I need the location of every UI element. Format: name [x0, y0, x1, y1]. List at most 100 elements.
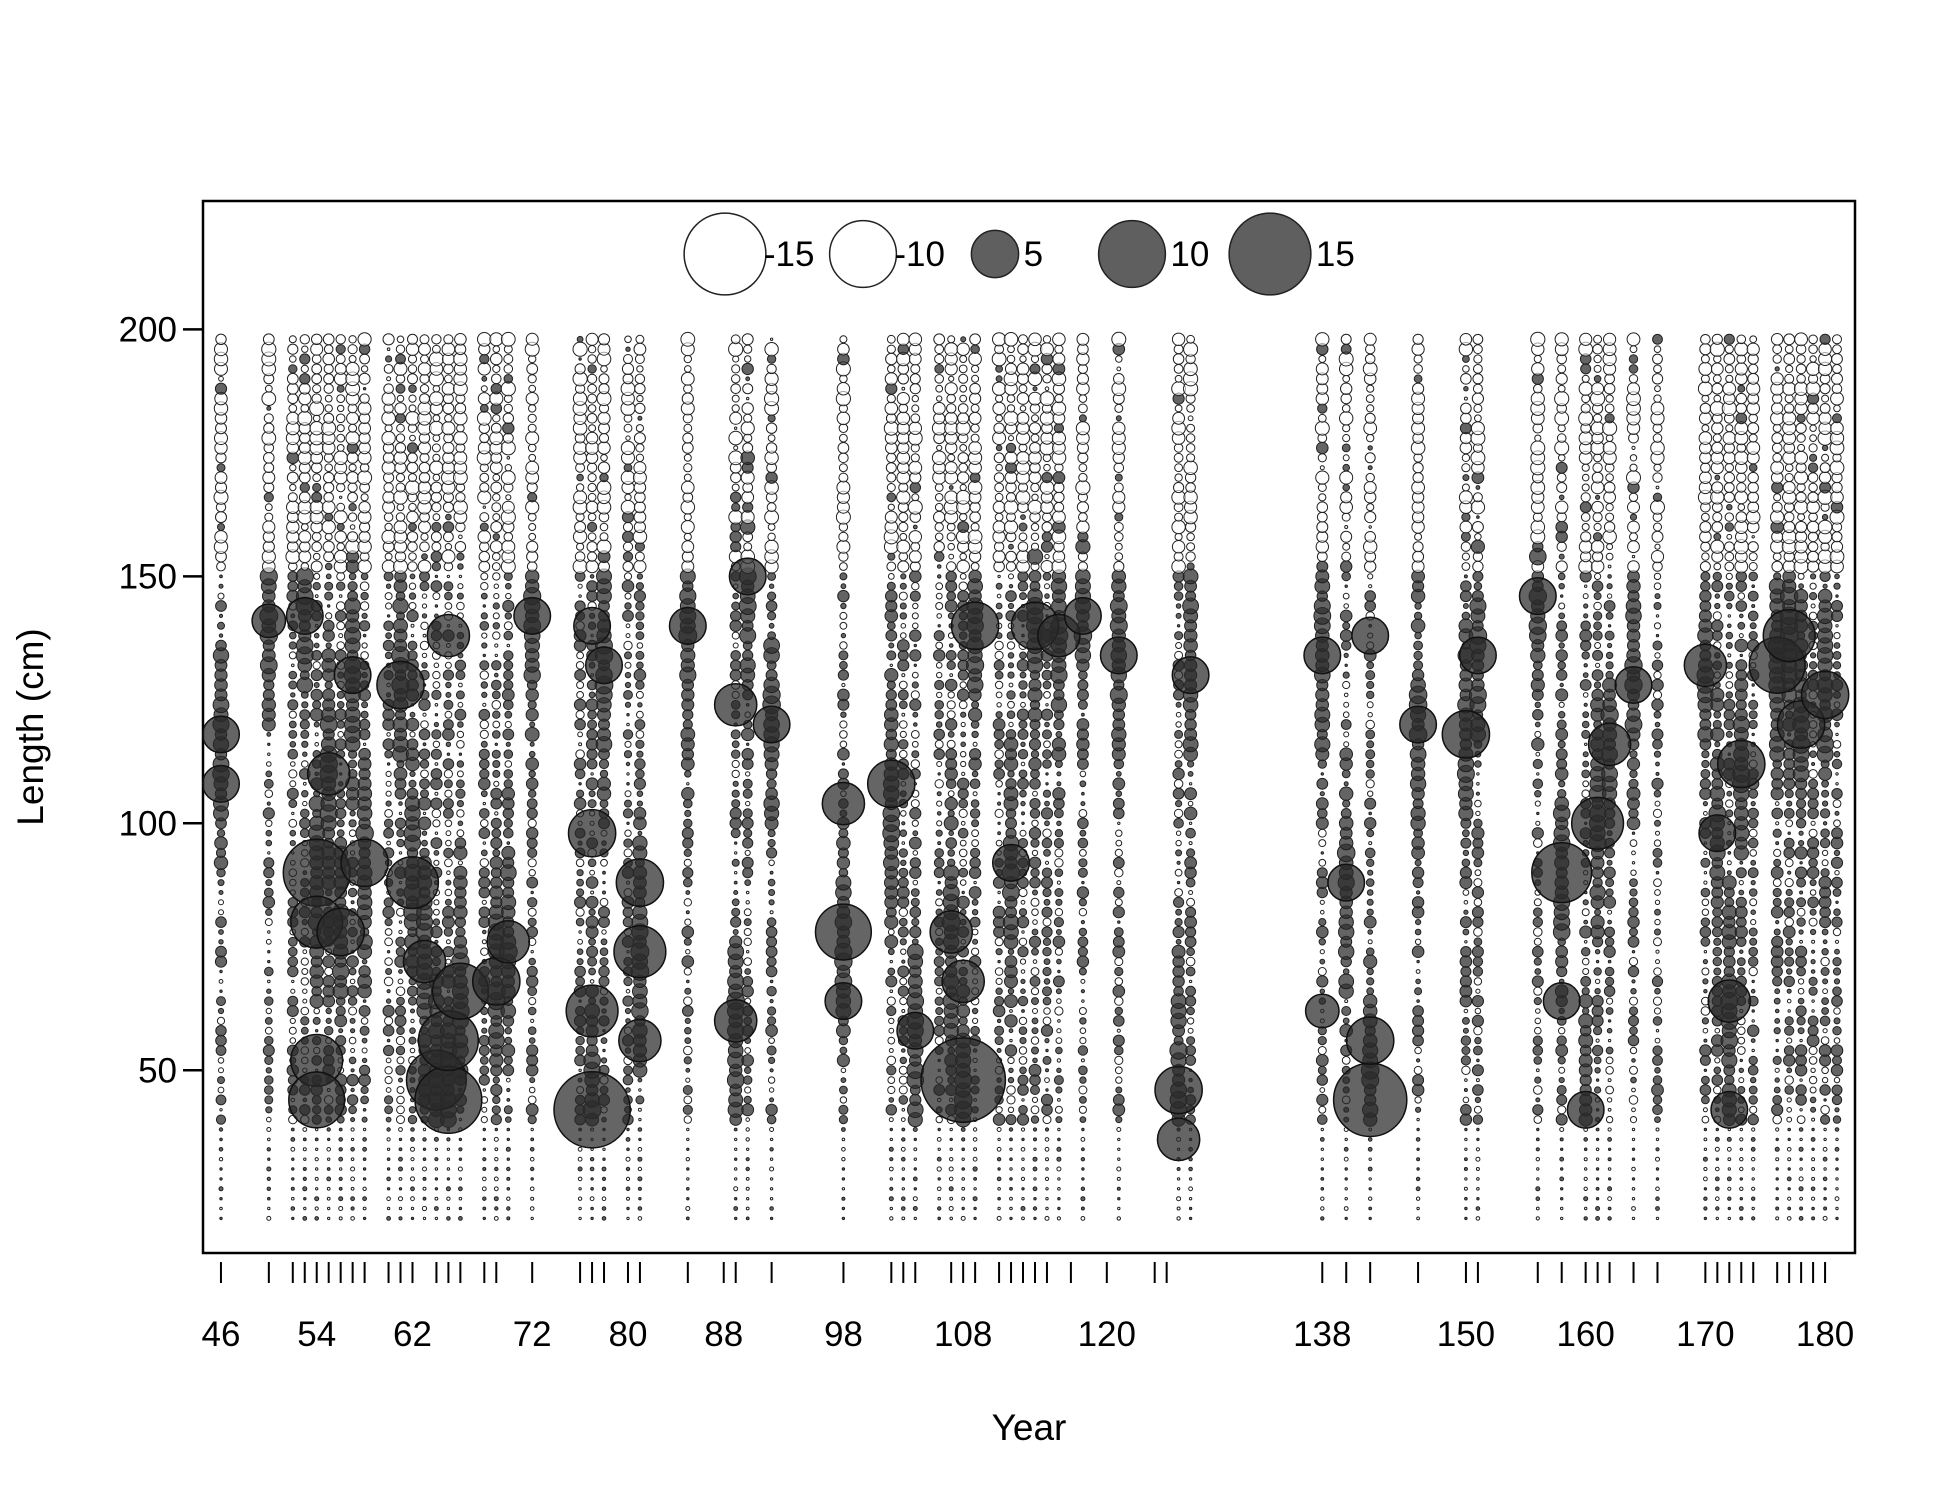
residual-bubble	[910, 453, 920, 463]
residual-bubble	[431, 729, 442, 740]
residual-bubble	[1009, 1157, 1013, 1161]
residual-bubble	[327, 1157, 331, 1161]
residual-bubble	[996, 1018, 1002, 1024]
residual-bubble	[888, 1097, 895, 1103]
residual-bubble	[633, 668, 647, 682]
residual-bubble	[445, 681, 452, 689]
residual-bubble	[901, 1137, 906, 1142]
residual-bubble	[633, 777, 647, 790]
residual-bubble	[1459, 866, 1473, 879]
residual-bubble	[384, 937, 394, 947]
residual-bubble	[480, 572, 489, 581]
residual-bubble	[839, 660, 848, 670]
residual-bubble	[398, 1147, 403, 1152]
residual-bubble	[298, 471, 311, 484]
residual-bubble	[936, 444, 943, 451]
residual-bubble	[1017, 541, 1029, 553]
residual-bubble	[1112, 984, 1126, 998]
residual-bubble	[1004, 451, 1018, 465]
residual-bubble	[479, 758, 490, 770]
residual-bubble	[396, 996, 405, 1006]
residual-bubble	[491, 660, 502, 671]
residual-bubble	[1555, 728, 1569, 741]
residual-bubble	[410, 1137, 415, 1142]
residual-bubble	[357, 332, 372, 347]
residual-bubble	[455, 690, 465, 700]
residual-bubble	[1053, 975, 1065, 988]
residual-bubble	[682, 867, 694, 879]
residual-bubble	[350, 1166, 356, 1172]
residual-bubble	[1176, 880, 1181, 885]
residual-bubble	[994, 937, 1004, 947]
residual-bubble	[1411, 945, 1425, 959]
residual-bubble	[970, 562, 980, 571]
residual-bubble	[346, 451, 359, 464]
residual-bubble	[418, 748, 431, 760]
residual-bubble	[1315, 470, 1330, 485]
residual-bubble	[746, 1197, 750, 1201]
residual-bubble	[1339, 609, 1353, 623]
residual-bubble	[1174, 404, 1183, 413]
residual-bubble	[1054, 344, 1064, 354]
residual-bubble	[602, 890, 606, 895]
residual-bubble	[836, 480, 851, 495]
residual-bubble	[214, 471, 228, 485]
residual-bubble	[398, 969, 403, 974]
residual-bubble	[1044, 721, 1050, 728]
residual-bubble	[324, 394, 333, 403]
residual-bubble	[1056, 1166, 1062, 1172]
residual-bubble	[961, 890, 965, 895]
residual-bubble	[434, 1196, 439, 1201]
residual-bubble	[995, 839, 1003, 847]
residual-bubble	[434, 1147, 439, 1152]
residual-bubble	[1040, 708, 1054, 721]
residual-bubble	[297, 410, 313, 426]
residual-bubble	[528, 789, 537, 798]
residual-bubble	[456, 601, 465, 611]
residual-bubble	[1320, 772, 1325, 776]
residual-bubble	[395, 353, 406, 365]
residual-bubble	[909, 629, 922, 642]
residual-bubble	[1340, 719, 1352, 730]
residual-bubble	[1005, 590, 1017, 602]
residual-bubble	[934, 848, 945, 858]
residual-bubble	[1040, 1024, 1054, 1037]
residual-bubble	[453, 865, 468, 880]
residual-bubble	[572, 391, 588, 406]
residual-bubble	[575, 1035, 585, 1046]
residual-bubble	[1365, 719, 1375, 730]
residual-bubble	[503, 621, 513, 631]
residual-bubble	[1020, 761, 1026, 767]
residual-bubble	[311, 531, 322, 542]
residual-bubble	[889, 959, 893, 964]
residual-bubble	[901, 1206, 906, 1211]
residual-bubble	[1316, 975, 1329, 988]
residual-bubble	[601, 1166, 607, 1172]
residual-bubble	[1043, 978, 1051, 985]
residual-bubble	[601, 1176, 607, 1182]
residual-bubble	[728, 341, 744, 357]
residual-bubble	[898, 700, 908, 710]
residual-bubble	[994, 492, 1004, 502]
residual-bubble	[731, 789, 740, 798]
residual-bubble	[1018, 1016, 1028, 1026]
residual-bubble	[422, 1196, 427, 1201]
residual-bubble	[1020, 1206, 1026, 1211]
residual-bubble	[1535, 751, 1541, 757]
residual-bubble	[1174, 374, 1183, 383]
residual-bubble	[394, 402, 407, 415]
residual-bubble	[1315, 362, 1329, 376]
residual-bubble	[625, 1166, 631, 1172]
residual-bubble	[350, 1048, 356, 1053]
residual-bubble	[960, 721, 966, 728]
residual-bubble	[1342, 542, 1351, 551]
residual-bubble	[336, 482, 346, 493]
residual-bubble	[264, 1055, 274, 1066]
residual-bubble	[528, 957, 537, 966]
residual-bubble	[324, 512, 334, 522]
residual-bubble	[1560, 1216, 1564, 1221]
residual-bubble	[934, 364, 945, 374]
residual-bubble	[1021, 1197, 1025, 1201]
residual-bubble	[934, 679, 945, 691]
residual-bubble	[686, 1197, 690, 1201]
